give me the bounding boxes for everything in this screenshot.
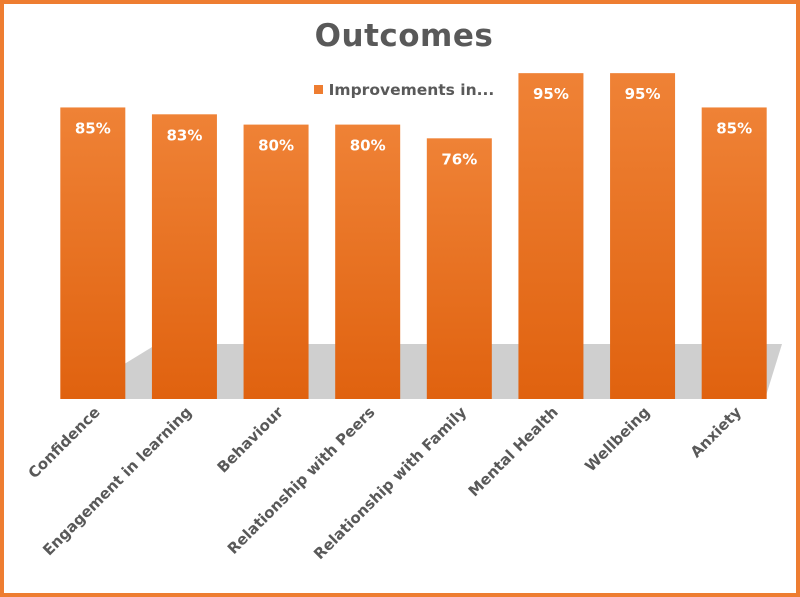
bar	[151, 114, 217, 399]
category-label: Behaviour	[214, 403, 288, 477]
bar	[426, 138, 492, 399]
category-label: Relationship with Peers	[224, 403, 379, 558]
category-label: Anxiety	[687, 403, 745, 461]
legend-label: Improvements in...	[328, 81, 495, 99]
data-label: 83%	[166, 126, 202, 144]
data-label: 76%	[441, 150, 477, 168]
data-label: 95%	[625, 85, 661, 103]
bar	[335, 124, 401, 399]
data-label: 80%	[258, 137, 294, 155]
bar	[701, 107, 767, 399]
chart-legend: Improvements in...	[4, 81, 800, 99]
chart-title: Outcomes	[314, 18, 494, 54]
data-label: 95%	[533, 85, 569, 103]
category-label: Mental Health	[465, 403, 562, 500]
category-label: Engagement in learning	[39, 403, 195, 559]
data-label: 85%	[716, 119, 752, 137]
bar	[518, 73, 584, 400]
bars-group	[60, 73, 767, 400]
bar	[610, 73, 676, 400]
data-label: 80%	[350, 137, 386, 155]
bar	[60, 107, 126, 399]
data-label: 85%	[75, 119, 111, 137]
bar	[243, 124, 309, 399]
category-label: Confidence	[25, 403, 104, 482]
category-label: Relationship with Family	[310, 403, 470, 563]
category-label: Wellbeing	[581, 403, 653, 475]
data-labels-group: 85% 83% 80% 80% 76% 95% 95% 85%	[75, 85, 752, 168]
legend-swatch	[313, 85, 323, 94]
